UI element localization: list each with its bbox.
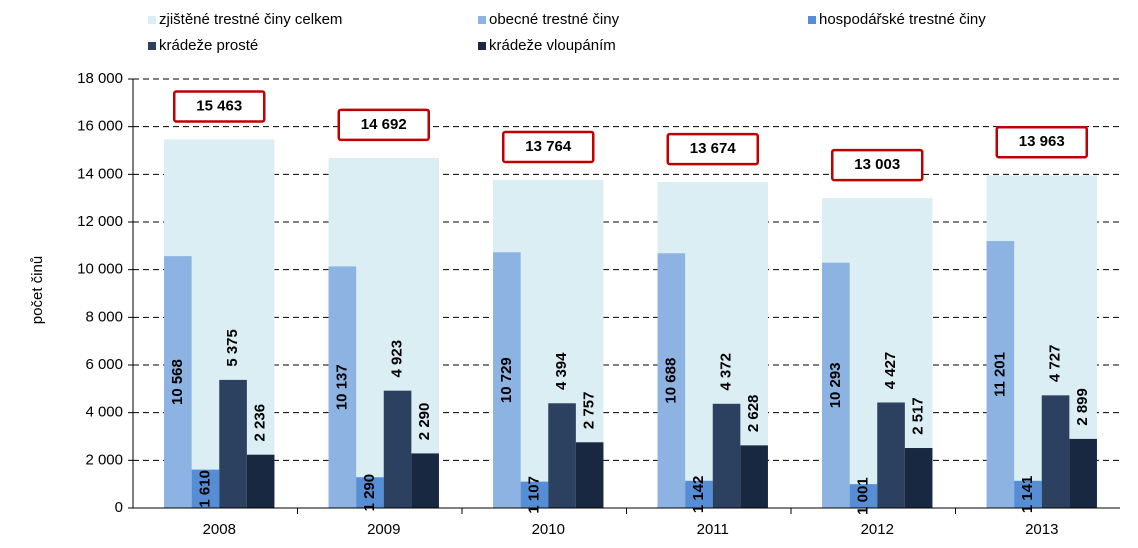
y-axis-label: počet činů: [29, 256, 46, 324]
value-label: 4 727: [1047, 345, 1064, 383]
value-label: 1 107: [525, 476, 542, 514]
y-tick-label: 6 000: [85, 356, 123, 373]
y-tick-label: 14 000: [77, 165, 123, 182]
y-tick-label: 0: [115, 499, 123, 516]
y-tick-label: 10 000: [77, 261, 123, 278]
y-tick-label: 2 000: [85, 451, 123, 468]
value-label: 10 137: [333, 364, 350, 410]
x-tick-label: 2010: [532, 521, 565, 538]
value-label: 4 372: [718, 353, 735, 391]
value-label: 1 141: [1019, 476, 1036, 514]
legend-label: krádeže prosté: [159, 37, 258, 54]
bar: [740, 445, 768, 508]
value-label: 10 688: [662, 358, 679, 404]
bar: [575, 442, 604, 508]
legend-label: zjištěné trestné činy celkem: [159, 11, 342, 28]
value-label: 2 757: [581, 392, 598, 430]
legend-label: hospodářské trestné činy: [819, 11, 986, 28]
legend-swatch: [478, 16, 486, 24]
value-label-box: [666, 132, 759, 166]
value-label: 2 899: [1074, 388, 1091, 426]
legend-label: obecné trestné činy: [489, 11, 620, 28]
value-label-box: [502, 130, 595, 164]
legend-swatch: [148, 16, 156, 24]
bar: [548, 403, 576, 508]
bar: [1041, 395, 1070, 508]
y-tick-label: 4 000: [85, 404, 123, 421]
legend-swatch: [148, 42, 156, 50]
bar: [877, 402, 905, 508]
value-label: 13 764: [525, 138, 572, 155]
value-label-box: [337, 108, 430, 142]
y-tick-label: 12 000: [77, 213, 123, 230]
value-label: 1 142: [690, 476, 707, 514]
bar: [904, 448, 933, 508]
bar: [219, 379, 247, 508]
value-label: 13 963: [1019, 133, 1065, 150]
y-tick-label: 16 000: [77, 118, 123, 135]
bar: [411, 453, 439, 508]
legend-swatch: [478, 42, 486, 50]
value-label: 2 290: [416, 403, 433, 441]
value-label: 4 394: [553, 352, 570, 390]
bar: [849, 484, 878, 508]
value-label: 1 610: [196, 470, 213, 508]
value-label: 11 201: [991, 352, 1008, 397]
value-label: 13 003: [854, 156, 900, 173]
value-label: 2 236: [252, 404, 269, 442]
bar: [822, 262, 850, 508]
bar: [712, 403, 741, 508]
value-label: 15 463: [196, 97, 242, 114]
value-label: 5 375: [224, 329, 241, 367]
x-tick-label: 2009: [367, 521, 400, 538]
value-label: 2 517: [910, 397, 927, 435]
value-label: 10 293: [827, 362, 844, 408]
value-label: 14 692: [361, 116, 407, 133]
value-label-box: [831, 148, 924, 182]
bar: [986, 241, 1015, 508]
x-tick-label: 2013: [1025, 521, 1058, 538]
x-tick-label: 2008: [203, 521, 236, 538]
value-label: 4 427: [882, 352, 899, 390]
bar: [657, 253, 686, 508]
bar: [356, 477, 384, 508]
value-label-box: [995, 125, 1088, 159]
bar: [1014, 480, 1042, 508]
value-label: 1 290: [361, 474, 378, 512]
bar: [383, 390, 412, 508]
x-tick-label: 2011: [697, 521, 729, 538]
bar: [685, 480, 713, 508]
bar: [1069, 438, 1097, 508]
value-label-box: [173, 90, 266, 123]
legend-label: krádeže vloupáním: [489, 37, 616, 54]
legend-swatch: [808, 16, 816, 24]
bar: [328, 266, 357, 508]
bar: [191, 469, 220, 508]
bar: [164, 256, 192, 508]
y-tick-label: 8 000: [85, 308, 123, 325]
value-label: 13 674: [690, 140, 737, 157]
value-label: 10 568: [169, 359, 186, 405]
value-label: 1 001: [854, 477, 871, 515]
bar: [520, 481, 549, 508]
bar: [246, 454, 275, 508]
value-label: 10 729: [498, 357, 515, 403]
bar: [493, 252, 521, 508]
value-label: 4 923: [389, 340, 406, 378]
value-label: 2 628: [745, 395, 762, 433]
y-tick-label: 18 000: [77, 70, 123, 87]
x-tick-label: 2012: [861, 521, 894, 538]
